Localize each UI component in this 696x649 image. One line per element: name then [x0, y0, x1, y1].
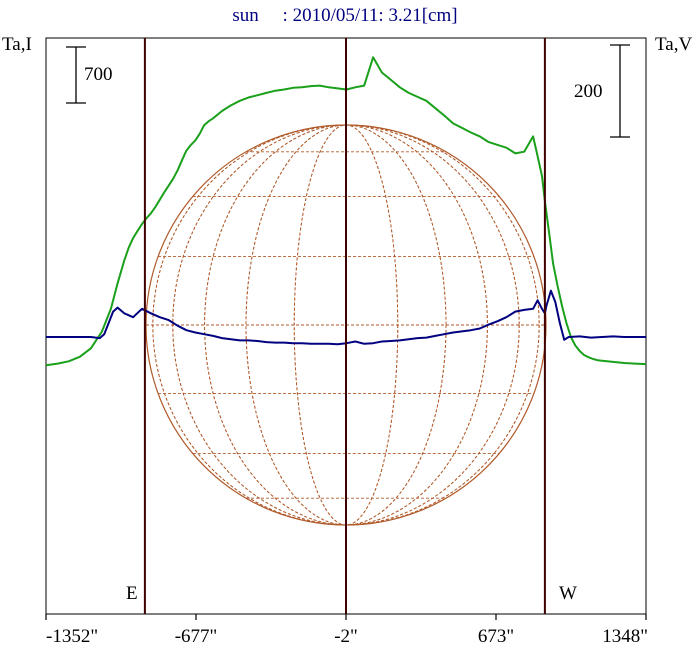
- x-tick-label: -2": [334, 626, 358, 647]
- x-axis-ticks: -1352" -677" -2" 673" 1348": [45, 614, 648, 647]
- right-scale-value: 200: [574, 81, 603, 102]
- x-tick-label: -677": [175, 626, 218, 647]
- east-limb-label: E: [126, 583, 138, 604]
- polarization-line: [46, 289, 646, 346]
- chart-title: sun : 2010/05/11: 3.21[cm]: [232, 5, 457, 26]
- series-group: [45, 56, 647, 367]
- x-tick-label: 673": [478, 626, 514, 647]
- intensity-line: [45, 56, 647, 367]
- left-scale-value: 700: [84, 64, 113, 85]
- limb-lines: [143, 38, 546, 614]
- west-limb-label: W: [559, 583, 577, 604]
- x-tick-label: 1348": [602, 626, 648, 647]
- left-axis-label: Ta,I: [2, 34, 32, 55]
- right-axis-label: Ta,V: [655, 34, 692, 55]
- x-tick-label: -1352": [46, 626, 98, 647]
